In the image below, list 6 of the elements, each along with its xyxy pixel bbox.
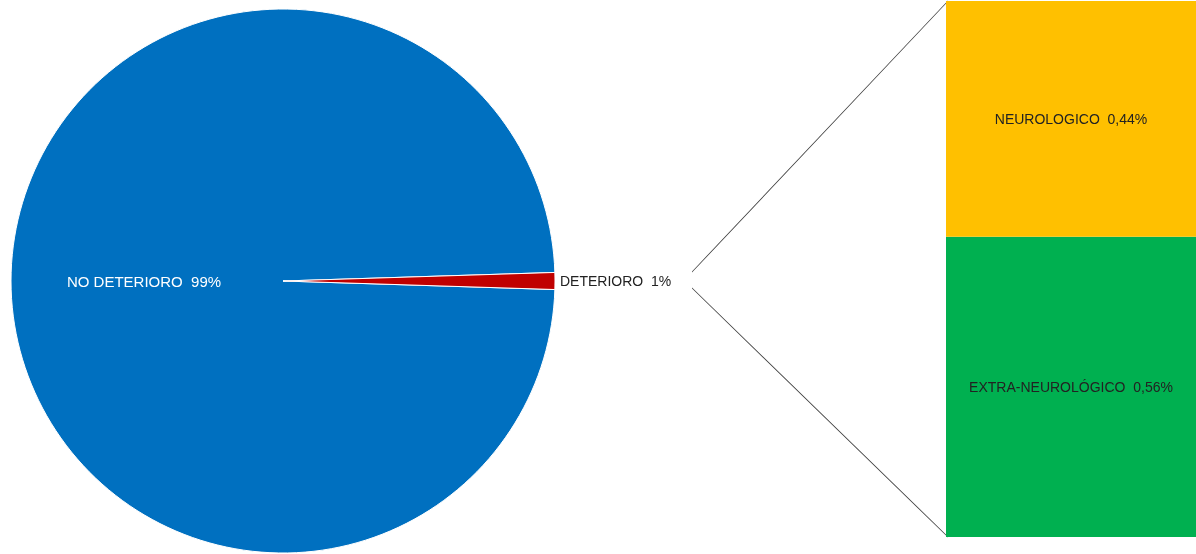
data-label: 0,44% [1107, 110, 1148, 127]
series-label: EXTRA-NEUROLÓGICO [969, 378, 1126, 395]
series-label: NEUROLOGICO [994, 110, 1100, 127]
data-label: 0,56% [1133, 378, 1173, 395]
slice-label: DETERIORO 1% [560, 273, 672, 289]
slice-label: NO DETERIORO 99% [66, 272, 222, 290]
